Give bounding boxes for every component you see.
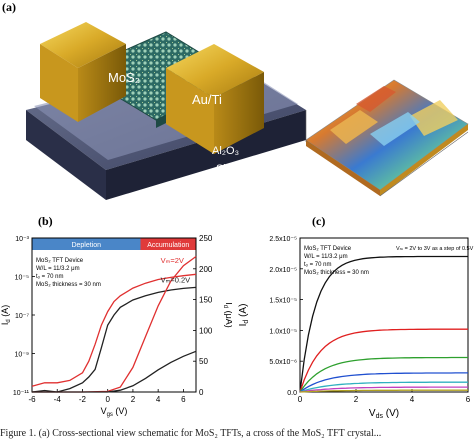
accumulation-band xyxy=(140,238,196,250)
info-line: MoS₂ thickness = 30 nm xyxy=(304,270,369,276)
panel-a-label: (a) xyxy=(2,0,16,14)
series-line xyxy=(32,350,197,393)
depletion-band xyxy=(32,238,141,250)
panel-b-label: (b) xyxy=(38,214,53,228)
silicon-left xyxy=(26,110,106,200)
y-right-tick-label: 50 xyxy=(199,357,208,366)
vgs-step-note: Vₘ = 2V to 3V as a step of 0.5V xyxy=(396,246,474,252)
device-schematic: MoS₂ Au/Ti Al₂O₃ Silicon xyxy=(26,22,306,200)
y-right-tick-label: 200 xyxy=(199,265,213,274)
y-tick-label: 2.5x10⁻⁵ xyxy=(269,236,297,243)
info-line: W/L = 11/3.2 μm xyxy=(36,266,80,272)
silicon-label: Silicon xyxy=(216,163,248,175)
y-right-axis-label: Id (μA) xyxy=(222,302,232,328)
series-line xyxy=(31,286,197,393)
x-tick-label: 2 xyxy=(131,395,136,404)
panel-c-label: (c) xyxy=(312,214,326,228)
depletion-label: Depletion xyxy=(71,242,101,249)
y-left-axis-label: Id (A) xyxy=(0,305,12,325)
info-line: tₒ = 70 nm xyxy=(304,262,331,268)
y-right-tick-label: 250 xyxy=(199,234,213,243)
y-right-tick-label: 150 xyxy=(199,296,213,305)
x-tick-label: 4 xyxy=(410,395,415,404)
x-tick-label: -2 xyxy=(79,395,87,404)
x-tick-label: 4 xyxy=(156,395,161,404)
x-tick-label: 6 xyxy=(466,395,471,404)
accumulation-label: Accumulation xyxy=(147,242,189,249)
info-line: tₒ = 70 nm xyxy=(36,274,63,280)
y-right-tick-label: 0 xyxy=(199,388,204,397)
x-axis-label: Vgs (V) xyxy=(101,406,128,418)
y-tick-label: 0.0 xyxy=(287,390,297,397)
info-line: MoS₂ TFT Device xyxy=(304,246,352,252)
transfer-characteristics-chart: Depletion Accumulation -6 -4 -2 0 2 4 6 10⁻¹¹ 10⁻⁹… xyxy=(0,234,232,418)
series-line xyxy=(299,372,468,393)
y-left-tick-label: 10⁻⁷ xyxy=(15,313,29,320)
y-left-tick-label: 10⁻³ xyxy=(15,236,29,243)
x-tick-label: 0 xyxy=(298,395,303,404)
series-line xyxy=(299,389,468,393)
y-left-tick-label: 10⁻¹¹ xyxy=(13,390,30,397)
x-tick-label: 6 xyxy=(181,395,186,404)
series-line xyxy=(299,328,468,393)
x-tick-label: -4 xyxy=(54,395,62,404)
legend-entry: Vₘ=0.2V xyxy=(161,275,190,284)
series-line xyxy=(299,381,468,393)
y-tick-label: 5.0x10⁻⁶ xyxy=(269,359,297,366)
silicon-front xyxy=(106,110,306,200)
right-electrode-front xyxy=(214,72,264,154)
info-line: W/L = 11/3.2 μm xyxy=(304,254,348,260)
left-electrode-top xyxy=(40,22,126,68)
mos2-label: MoS₂ xyxy=(108,70,140,85)
legend-entry: Vₘ=2V xyxy=(161,256,184,265)
right-electrode-top xyxy=(166,44,264,98)
x-axis-label: Vds (V) xyxy=(369,408,399,420)
info-line: MoS₂ thickness = 30 nm xyxy=(36,282,101,288)
afm-3d-surface xyxy=(305,79,469,197)
y-axis-label: Id (A) xyxy=(238,304,250,327)
info-line: MoS₂ TFT Device xyxy=(36,258,84,264)
auti-label: Au/Ti xyxy=(192,92,222,107)
y-right-tick-label: 100 xyxy=(199,326,213,335)
figure-caption: Figure 1. (a) Cross-sectional view schem… xyxy=(0,428,382,439)
output-characteristics-chart: 0 2 4 6 0.0 5.0x10⁻⁶ 1.0x10⁻⁵ 1.5x10⁻⁵ 2.0x10⁻⁵ 2… xyxy=(238,236,474,420)
y-left-tick-label: 10⁻⁹ xyxy=(15,352,29,359)
y-tick-label: 2.0x10⁻⁵ xyxy=(269,267,297,274)
series-line xyxy=(299,255,468,393)
plot-frame xyxy=(299,237,469,393)
y-tick-label: 1.5x10⁻⁵ xyxy=(269,298,297,305)
left-electrode-front xyxy=(78,44,126,122)
al2o3-label: Al₂O₃ xyxy=(212,145,239,157)
series-line xyxy=(299,356,468,393)
series-line xyxy=(299,386,468,393)
series-line xyxy=(31,273,197,387)
x-tick-label: -6 xyxy=(28,395,36,404)
x-tick-label: 0 xyxy=(105,395,110,404)
x-tick-label: 2 xyxy=(354,395,359,404)
y-left-tick-label: 10⁻⁵ xyxy=(15,275,29,282)
y-tick-label: 1.0x10⁻⁵ xyxy=(269,328,297,335)
